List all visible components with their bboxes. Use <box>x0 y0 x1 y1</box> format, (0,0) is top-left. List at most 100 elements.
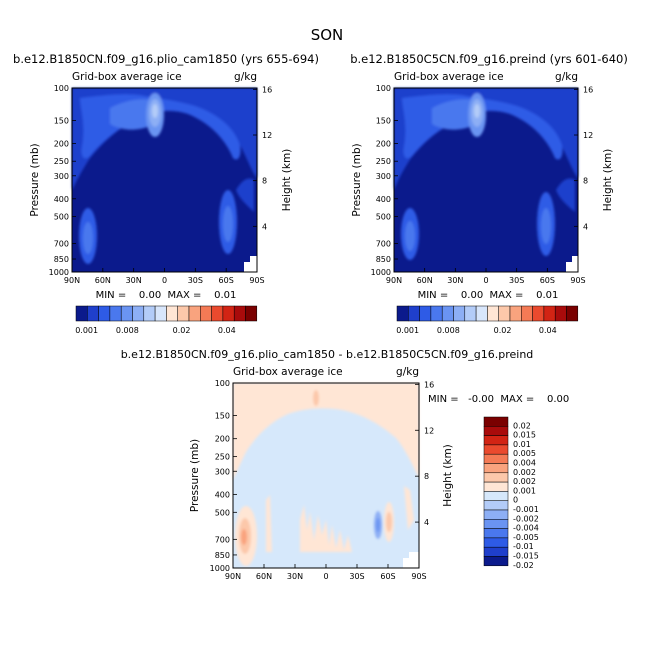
x-tick-label: 30S <box>188 276 203 285</box>
x-tick-label: 90N <box>386 276 402 285</box>
colorbar-label: -0.004 <box>513 524 539 533</box>
x-tick-label: 60N <box>256 572 272 581</box>
y-tick-label: 200 <box>54 139 69 148</box>
panel2-units: g/kg <box>555 71 578 83</box>
colorbars: 0.001 0.008 0.02 0.04 0.001 0.008 0.02 0.04 0.02… <box>75 305 579 570</box>
panel3-units: g/kg <box>396 366 419 378</box>
panel1-subtitle: Grid-box average ice <box>72 71 182 83</box>
panel3-minmax: MIN = -0.00 MAX = 0.00 <box>428 394 569 405</box>
colorbar-swatch <box>483 444 509 455</box>
y-tick-label: 300 <box>54 172 69 181</box>
colorbar-swatch <box>408 305 420 322</box>
colorbar-label: 0.02 <box>173 326 191 335</box>
x-tick-label: 90S <box>411 572 426 581</box>
colorbar-swatch <box>509 305 522 322</box>
colorbar-swatch <box>483 426 509 436</box>
panel2-plot: Grid-box average ice g/kg <box>393 71 579 273</box>
y-tick-label: 400 <box>54 195 69 204</box>
colorbar-swatch <box>483 491 509 501</box>
colorbar-swatch <box>483 481 509 492</box>
y-tick-label: 500 <box>376 213 391 222</box>
colorbar-swatch <box>166 305 178 322</box>
y-tick-label: 250 <box>54 157 69 166</box>
colorbar-label: 0.04 <box>218 326 236 335</box>
height-tick-label: 8 <box>424 472 429 481</box>
y-tick-label: 200 <box>215 435 230 444</box>
x-tick-label: 30N <box>287 572 303 581</box>
colorbar-swatch <box>154 305 167 322</box>
colorbar-label: 0.001 <box>513 486 536 495</box>
y-tick-label: 700 <box>376 239 391 248</box>
colorbar-swatch <box>419 305 432 322</box>
y-tick-label: 850 <box>215 551 230 560</box>
y-tick-label: 700 <box>215 535 230 544</box>
colorbar-swatch <box>483 500 509 511</box>
y-tick-label: 850 <box>54 255 69 264</box>
y-tick-label: 1000 <box>371 268 391 277</box>
height-tick-label: 12 <box>424 426 434 435</box>
colorbar-label: 0.008 <box>437 326 460 335</box>
colorbar-label: -0.001 <box>513 505 539 514</box>
y-tick-label: 1000 <box>210 564 230 573</box>
y-tick-label: 700 <box>54 239 69 248</box>
height-tick-label: 4 <box>262 222 267 231</box>
colorbar-label: 0 <box>513 496 518 505</box>
colorbar-swatch <box>483 546 509 557</box>
colorbar-swatch <box>441 305 454 322</box>
x-tick-label: 0 <box>162 276 167 285</box>
height-tick-label: 8 <box>583 177 588 186</box>
x-tick-label: 60S <box>540 276 555 285</box>
colorbar-label: 0.005 <box>513 449 536 458</box>
colorbar-swatch <box>430 305 443 322</box>
x-tick-label: 90N <box>64 276 80 285</box>
y-tick-label: 100 <box>215 379 230 388</box>
colorbar-swatch <box>453 305 466 322</box>
y-tick-label: 200 <box>376 139 391 148</box>
colorbar-label: -0.01 <box>513 542 534 551</box>
colorbar-swatch <box>532 305 545 322</box>
colorbar-swatch <box>396 305 409 322</box>
panel3-title: b.e12.B1850CN.f09_g16.plio_cam1850 - b.e… <box>121 348 534 361</box>
panel3-subtitle: Grid-box average ice <box>233 366 343 378</box>
panel3-plot: Grid-box average ice g/kg MIN = -0.00 MA… <box>232 366 569 569</box>
x-tick-label: 90S <box>570 276 585 285</box>
panel2-subtitle: Grid-box average ice <box>394 71 504 83</box>
panel1-contours <box>72 88 257 264</box>
colorbar-swatch <box>521 305 533 322</box>
y-tick-label: 400 <box>215 490 230 499</box>
colorbar-swatch <box>483 537 509 548</box>
colorbar-swatch <box>132 305 145 322</box>
colorbar-swatch <box>566 305 579 322</box>
y-tick-label: 500 <box>54 213 69 222</box>
panel1-plot: Grid-box average ice g/kg <box>71 71 258 273</box>
x-tick-label: 30S <box>509 276 524 285</box>
colorbar-label: -0.002 <box>513 514 539 523</box>
colorbar-swatch <box>475 305 488 322</box>
colorbar-swatch <box>483 509 509 520</box>
colorbar-swatch <box>222 305 235 322</box>
y-tick-label: 850 <box>376 255 391 264</box>
y-tick-label: 250 <box>376 157 391 166</box>
colorbar-swatch <box>483 435 509 446</box>
colorbar-label: 0.015 <box>513 431 536 440</box>
colorbar-swatch <box>483 528 509 539</box>
x-tick-label: 60S <box>380 572 395 581</box>
y-tick-label: 500 <box>215 508 230 517</box>
x-tick-label: 60S <box>219 276 234 285</box>
colorbar-label: -0.015 <box>513 552 539 561</box>
y-axis-label: Pressure (mb) <box>189 439 201 512</box>
colorbar-label: 0.002 <box>513 468 536 477</box>
colorbar-label: 0.04 <box>539 326 557 335</box>
colorbar-label: -0.02 <box>513 561 534 570</box>
x-tick-label: 30N <box>126 276 142 285</box>
colorbar-swatch <box>483 463 509 474</box>
colorbar-swatch <box>483 453 509 464</box>
colorbar-swatch <box>543 305 556 322</box>
colorbar-swatch <box>464 305 477 322</box>
colorbar-swatch <box>487 305 499 322</box>
colorbar-swatch <box>87 305 99 322</box>
colorbar-label: 0.008 <box>116 326 139 335</box>
y-tick-label: 300 <box>215 467 230 476</box>
